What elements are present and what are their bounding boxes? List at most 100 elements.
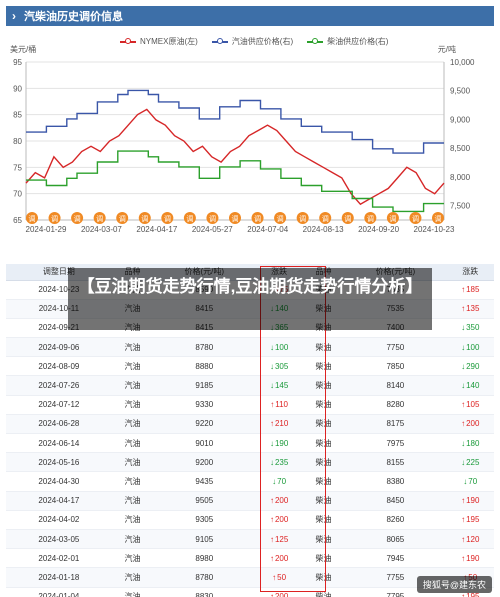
table-row[interactable]: 2024-06-14 汽油 9010 ↓190 柴油 7975 ↓180 [6, 433, 494, 454]
arrow-up-icon: ↑ [461, 553, 466, 563]
cell-price2: 7795 [344, 587, 447, 597]
adjust-marker-label: 调 [322, 214, 329, 223]
change-value: 200 [274, 553, 289, 563]
adjust-marker [409, 212, 422, 224]
adjust-marker-label: 调 [232, 214, 239, 223]
adjust-marker-label: 调 [344, 214, 351, 223]
adjust-marker [48, 212, 61, 224]
cell-price2: 7975 [344, 433, 447, 454]
x-tick-label: 2024-09-20 [358, 225, 399, 234]
change-value: 125 [274, 534, 289, 544]
table-row[interactable]: 2024-04-17 汽油 9505 ↑200 柴油 8450 ↑190 [6, 491, 494, 511]
table-row[interactable]: 2024-04-30 汽油 9435 ↓70 柴油 8380 ↓70 [6, 471, 494, 492]
adjust-marker-label: 调 [412, 214, 419, 223]
arrow-up-icon: ↑ [461, 400, 466, 410]
adjust-marker [71, 212, 84, 224]
cell-fuel1: 汽油 [111, 567, 154, 588]
cell-chg2: ↑120 [446, 529, 494, 550]
cell-fuel2: 柴油 [302, 471, 345, 492]
adjust-marker [206, 212, 219, 224]
cell-chg2: ↑200 [446, 414, 494, 435]
adjust-marker [116, 212, 129, 224]
legend-item-diesel[interactable]: 柴油供应价格(右) [307, 36, 388, 47]
change-value: 100 [274, 342, 289, 352]
cell-chg1: ↑200 [255, 510, 303, 530]
change-value: 145 [274, 381, 289, 391]
legend-item-nymex[interactable]: NYMEX原油(左) [120, 36, 198, 47]
y-left-tick-label: 90 [13, 84, 22, 93]
cell-date: 2024-07-12 [6, 395, 112, 415]
cell-price1: 9220 [153, 414, 256, 435]
cell-fuel2: 柴油 [302, 414, 345, 435]
cell-fuel2: 柴油 [302, 356, 345, 377]
watermark-tag: 搜狐号@建东农 [416, 576, 492, 593]
change-value: 190 [466, 496, 480, 506]
cell-fuel1: 汽油 [111, 529, 154, 550]
arrow-down-icon: ↓ [269, 381, 274, 391]
adjust-marker-label: 调 [299, 214, 306, 223]
cell-chg1: ↓190 [255, 433, 303, 454]
adjust-marker [26, 212, 38, 224]
change-value: 105 [466, 400, 480, 410]
arrow-up-icon: ↑ [461, 304, 466, 314]
cell-chg2: ↓350 [446, 318, 494, 339]
table-row[interactable]: 2024-07-12 汽油 9330 ↑110 柴油 8280 ↑105 [6, 395, 494, 415]
adjust-marker [296, 212, 309, 224]
legend-item-gasoline[interactable]: 汽油供应价格(右) [211, 36, 293, 47]
x-tick-label: 2024-08-13 [303, 225, 344, 234]
legend-swatch-nymex [120, 37, 136, 44]
cell-fuel2: 柴油 [302, 548, 345, 569]
table-row[interactable]: 2024-06-28 汽油 9220 ↑210 柴油 8175 ↑200 [6, 414, 494, 435]
adjust-marker-label: 调 [96, 214, 103, 223]
cell-chg2: ↑190 [446, 491, 494, 511]
cell-fuel1: 汽油 [111, 337, 154, 358]
adjust-marker [274, 212, 287, 224]
table-row[interactable]: 2024-09-06 汽油 8780 ↓100 柴油 7750 ↓100 [6, 337, 494, 358]
change-value: 200 [274, 592, 289, 597]
cell-price1: 9200 [153, 452, 256, 473]
legend-swatch-gasoline [211, 37, 228, 44]
change-value: 50 [277, 572, 287, 582]
arrow-up-icon: ↑ [269, 534, 274, 544]
table-row[interactable]: 2024-07-26 汽油 9185 ↓145 柴油 8140 ↓140 [6, 375, 494, 396]
change-value: 120 [466, 534, 480, 544]
change-value: 70 [468, 476, 478, 486]
adjust-marker-label: 调 [119, 214, 126, 223]
arrow-up-icon: ↑ [461, 534, 466, 544]
table-row[interactable]: 2024-08-09 汽油 8880 ↓305 柴油 7850 ↓290 [6, 356, 494, 377]
cell-chg1: ↓100 [255, 337, 303, 358]
change-value: 200 [274, 515, 289, 525]
change-value: 195 [466, 515, 480, 525]
cell-price1: 9105 [153, 529, 256, 550]
cell-chg1: ↓235 [255, 452, 303, 473]
cell-fuel2: 柴油 [302, 587, 345, 597]
change-value: 185 [466, 285, 480, 295]
table-row[interactable]: 2024-05-16 汽油 9200 ↓235 柴油 8155 ↓225 [6, 452, 494, 473]
cell-chg1: ↓145 [255, 375, 303, 396]
cell-fuel1: 汽油 [111, 491, 154, 511]
table-row[interactable]: 2024-03-05 汽油 9105 ↑125 柴油 8065 ↑120 [6, 529, 494, 550]
cell-price1: 9010 [153, 433, 256, 454]
cell-date: 2024-05-16 [6, 452, 112, 473]
y-right-tick-label: 9,500 [450, 87, 471, 96]
cell-fuel2: 柴油 [302, 529, 345, 550]
table-row[interactable]: 2024-02-01 汽油 8980 ↑200 柴油 7945 ↑190 [6, 548, 494, 569]
adjust-marker [161, 212, 174, 224]
arrow-up-icon: ↑ [461, 496, 466, 506]
change-value: 225 [466, 457, 480, 467]
adjust-marker [183, 212, 196, 224]
y-left-tick-label: 85 [13, 111, 22, 120]
table-body: 2024-10-23汽油8590↑175柴油7535↑1852024-10-11… [6, 280, 494, 597]
adjust-marker-label: 调 [29, 214, 36, 223]
adjust-marker-label: 调 [435, 214, 442, 223]
y-left-tick-label: 70 [13, 190, 22, 199]
arrow-down-icon: ↓ [463, 476, 468, 486]
arrow-down-icon: ↓ [461, 381, 466, 391]
chart-legend: NYMEX原油(左) 汽油供应价格(右) 柴油供应价格(右) [120, 36, 388, 47]
cell-date: 2024-02-01 [6, 548, 112, 569]
cell-price1: 9305 [153, 510, 256, 530]
legend-swatch-diesel [307, 37, 324, 44]
table-row[interactable]: 2024-04-02 汽油 9305 ↑200 柴油 8260 ↑195 [6, 510, 494, 530]
cell-chg2: ↑105 [446, 395, 494, 415]
cell-chg2: ↑190 [446, 548, 494, 569]
